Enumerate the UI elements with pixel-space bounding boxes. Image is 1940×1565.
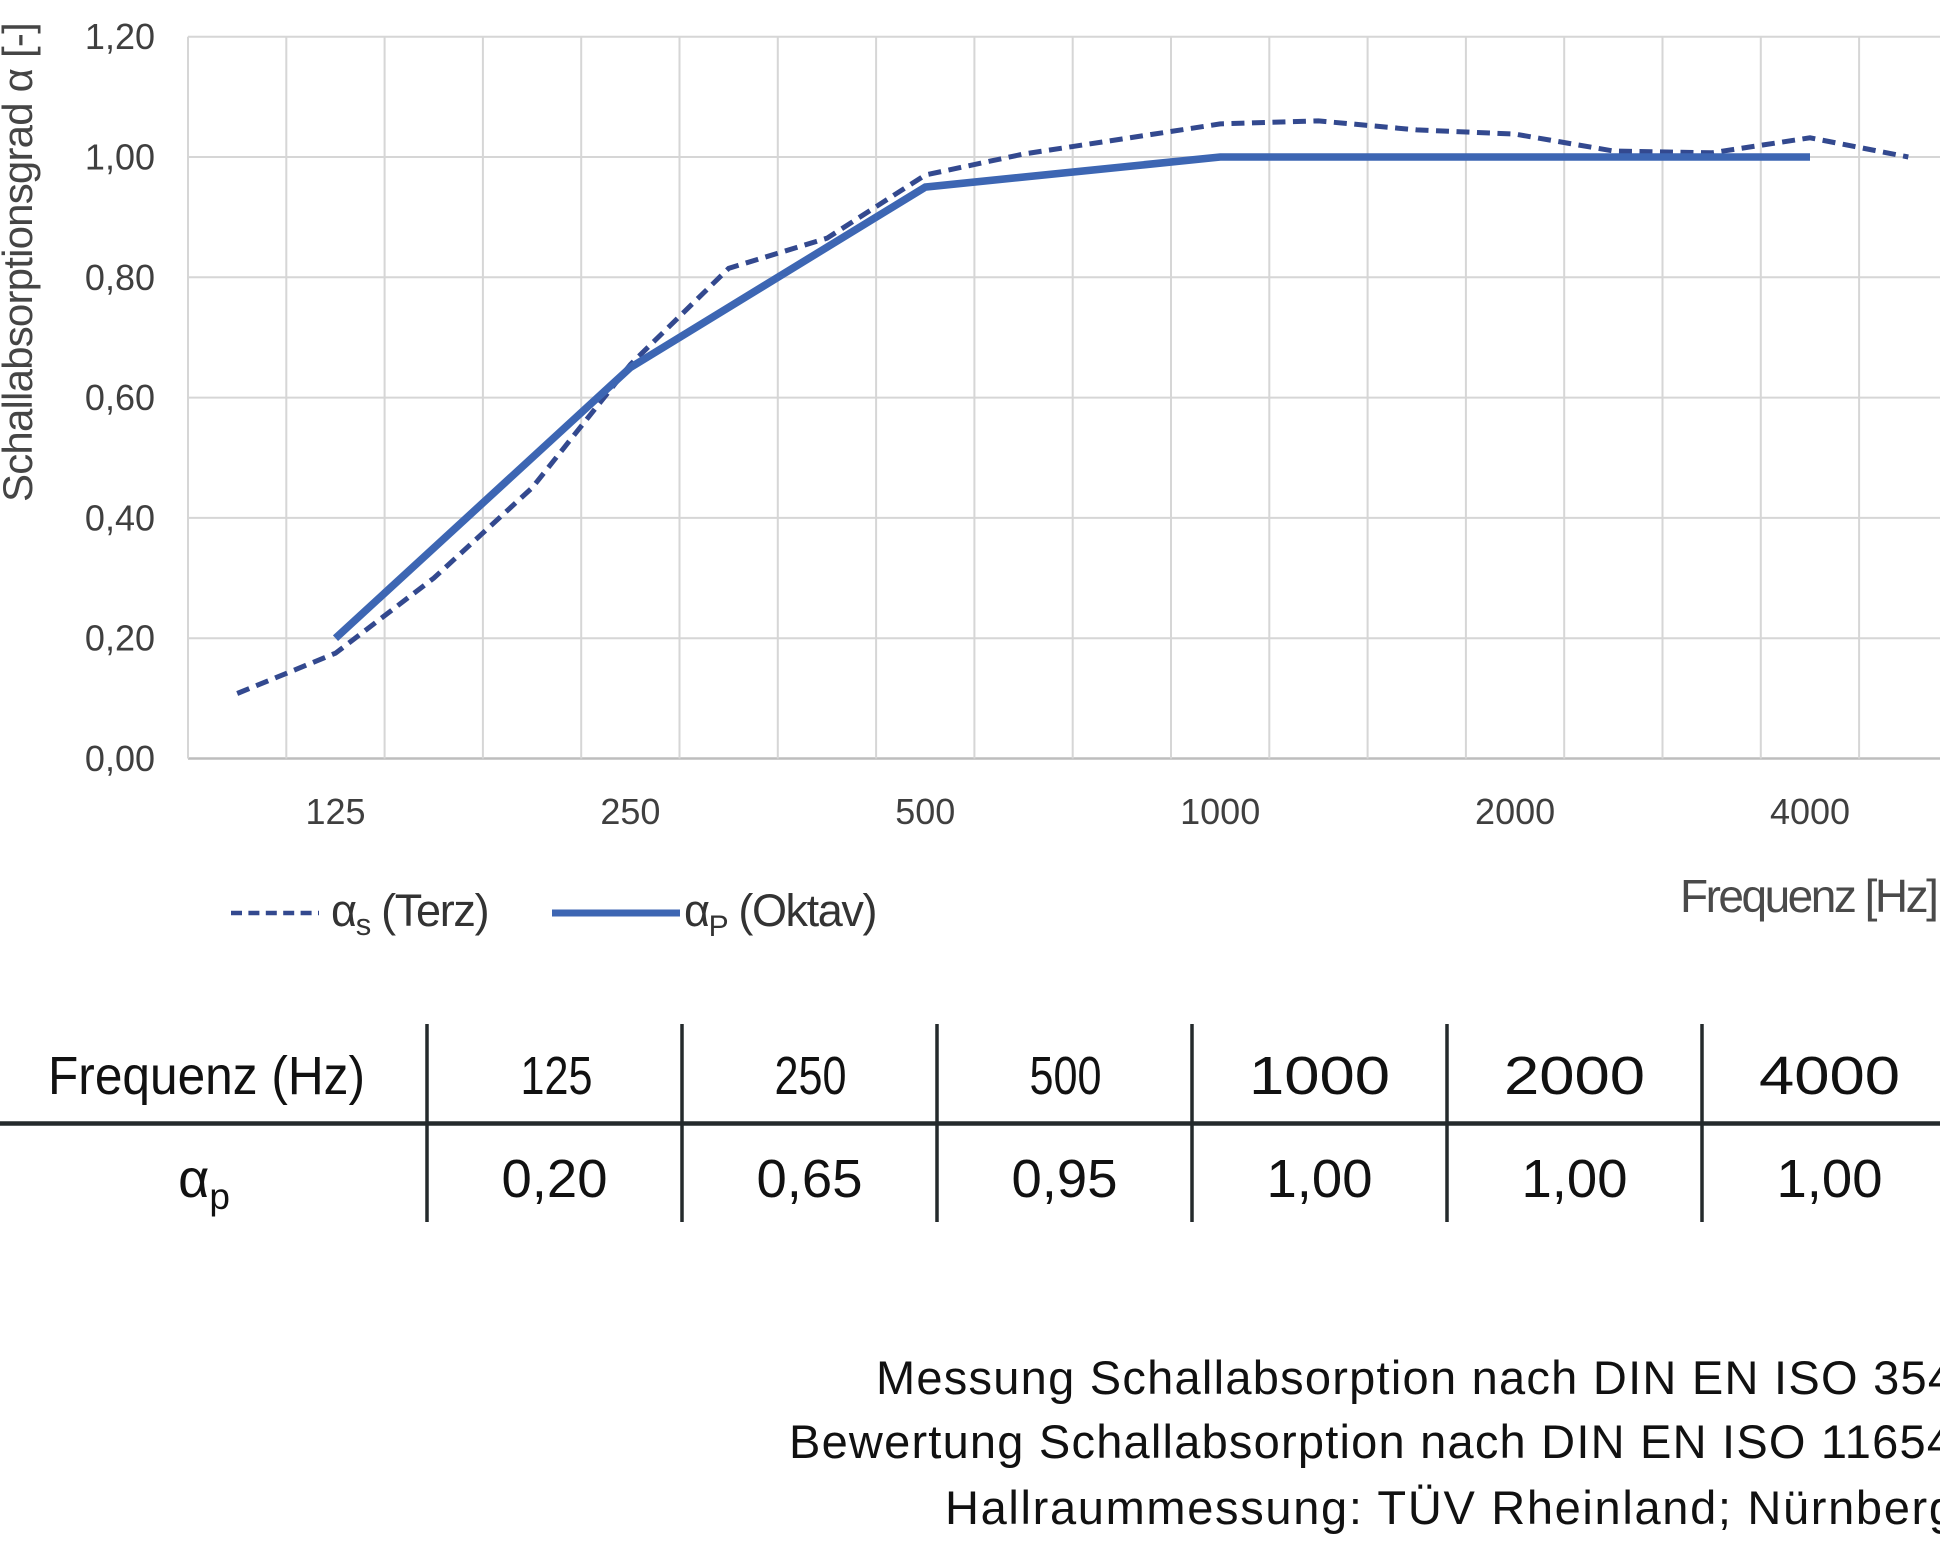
svg-text:4000: 4000: [1759, 1046, 1900, 1106]
svg-text:125: 125: [305, 791, 365, 832]
svg-text:αs (Terz): αs (Terz): [331, 885, 488, 942]
svg-text:2000: 2000: [1504, 1046, 1645, 1106]
svg-text:Frequenz (Hz): Frequenz (Hz): [48, 1046, 365, 1106]
svg-text:0,60: 0,60: [85, 377, 155, 418]
svg-text:125: 125: [521, 1046, 593, 1106]
svg-text:0,20: 0,20: [502, 1149, 608, 1209]
svg-text:0,00: 0,00: [85, 738, 155, 779]
svg-text:0,20: 0,20: [85, 618, 155, 659]
svg-text:0,65: 0,65: [757, 1149, 863, 1209]
svg-text:αp: αp: [178, 1149, 230, 1217]
svg-text:1,20: 1,20: [85, 16, 155, 57]
svg-text:0,80: 0,80: [85, 257, 155, 298]
svg-text:500: 500: [895, 791, 955, 832]
svg-text:250: 250: [600, 791, 660, 832]
svg-text:Messung Schallabsorption nach: Messung Schallabsorption nach DIN EN ISO…: [876, 1351, 1940, 1404]
svg-text:Schallabsorptionsgrad α [-]: Schallabsorptionsgrad α [-]: [0, 23, 41, 502]
svg-text:1,00: 1,00: [1267, 1149, 1373, 1209]
svg-text:αP (Oktav): αP (Oktav): [684, 885, 876, 943]
svg-text:1000: 1000: [1180, 791, 1260, 832]
svg-text:1000: 1000: [1249, 1046, 1390, 1106]
svg-text:Frequenz [Hz]: Frequenz [Hz]: [1680, 870, 1936, 922]
svg-text:1,00: 1,00: [1777, 1149, 1883, 1209]
svg-text:0,40: 0,40: [85, 497, 155, 538]
svg-text:2000: 2000: [1475, 791, 1555, 832]
svg-text:4000: 4000: [1770, 791, 1850, 832]
svg-text:1,00: 1,00: [85, 137, 155, 178]
svg-text:Hallraummessung: TÜV Rheinland: Hallraummessung: TÜV Rheinland; Nürnberg: [945, 1481, 1940, 1534]
svg-text:0,95: 0,95: [1012, 1149, 1118, 1209]
svg-text:250: 250: [775, 1046, 847, 1106]
svg-text:1,00: 1,00: [1522, 1149, 1628, 1209]
svg-text:Bewertung Schallabsorption nac: Bewertung Schallabsorption nach DIN EN I…: [789, 1415, 1940, 1468]
svg-text:500: 500: [1030, 1046, 1102, 1106]
